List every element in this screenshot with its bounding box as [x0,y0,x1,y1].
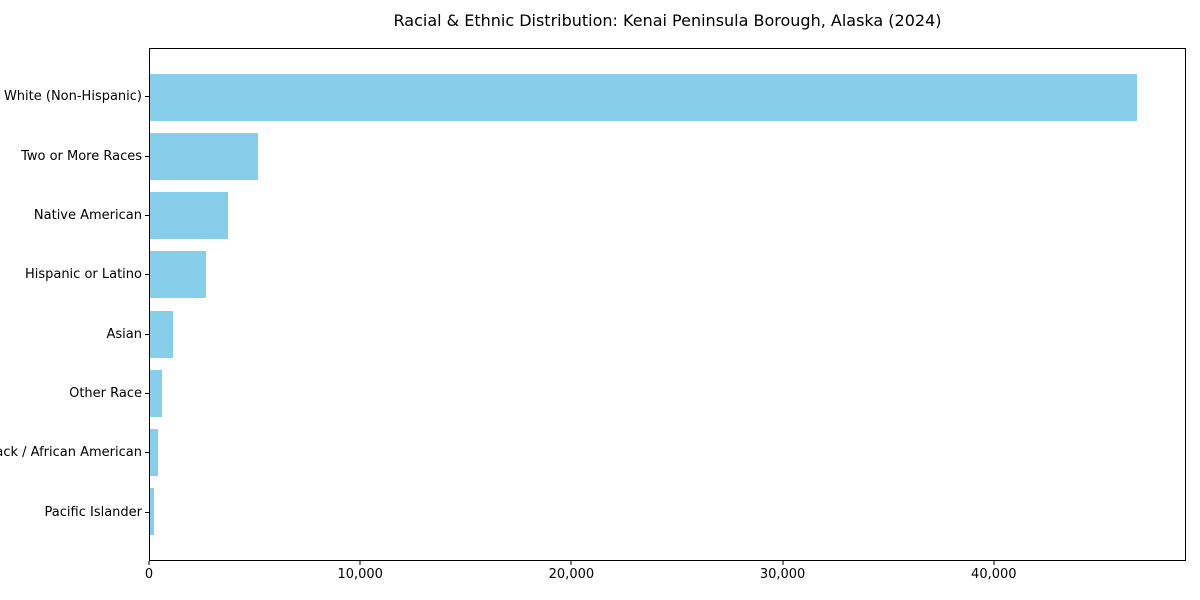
y-tick-mark [145,96,149,98]
x-tick-mark [993,561,995,565]
y-tick-label: Black / African American [0,445,142,461]
y-tick-label: Asian [106,326,142,342]
bar-row [150,305,1185,364]
bar [150,310,174,358]
y-axis-row: Hispanic or Latino [0,245,149,304]
plot-box [149,48,1186,561]
y-tick-label: Hispanic or Latino [24,267,142,283]
x-tick-mark [359,561,361,565]
bar [150,487,154,535]
y-tick-mark [145,452,149,454]
y-tick-label: Two or More Races [21,148,142,164]
y-tick-mark [145,511,149,513]
bar [150,133,258,181]
bar [150,369,162,417]
bar [150,428,159,476]
y-tick-mark [145,274,149,276]
x-tick-label: 20,000 [548,567,595,582]
bar-row [150,482,1185,541]
y-axis-row: Other Race [0,364,149,423]
y-axis-row: Native American [0,186,149,245]
y-axis-row: Pacific Islander [0,483,149,542]
y-axis-row: Asian [0,305,149,364]
bar-row [150,186,1185,245]
bar-row [150,423,1185,482]
x-tick-label: 10,000 [337,567,383,582]
x-axis: 0 10,000 20,000 30,000 40,000 [145,561,1186,591]
y-tick-label: Native American [33,207,142,223]
x-tick-mark [148,561,150,565]
y-axis-labels: White (Non-Hispanic) Two or More Races Nat… [0,48,149,561]
y-axis-row: Two or More Races [0,126,149,185]
y-tick-label: Other Race [69,386,142,402]
plot-area [150,49,1185,560]
bar-row [150,245,1185,304]
chart-title: Racial & Ethnic Distribution: Kenai Peni… [393,11,942,30]
bar-row [150,127,1185,186]
y-tick-mark [145,393,149,395]
y-tick-mark [145,214,149,216]
bar [150,74,1137,122]
x-tick-mark [570,561,572,565]
x-tick-mark [782,561,784,565]
x-tick-label: 0 [144,567,154,582]
y-axis-row: White (Non-Hispanic) [0,67,149,126]
y-tick-label: Pacific Islander [44,504,142,520]
y-tick-mark [145,155,149,157]
bar [150,251,206,299]
bar-row [150,364,1185,423]
y-axis-row: Black / African American [0,423,149,482]
y-tick-label: White (Non-Hispanic) [3,89,142,105]
bar-row [150,68,1185,127]
y-tick-mark [145,333,149,335]
x-tick-label: 40,000 [971,567,1017,582]
bar [150,192,228,240]
x-tick-label: 30,000 [759,567,806,582]
